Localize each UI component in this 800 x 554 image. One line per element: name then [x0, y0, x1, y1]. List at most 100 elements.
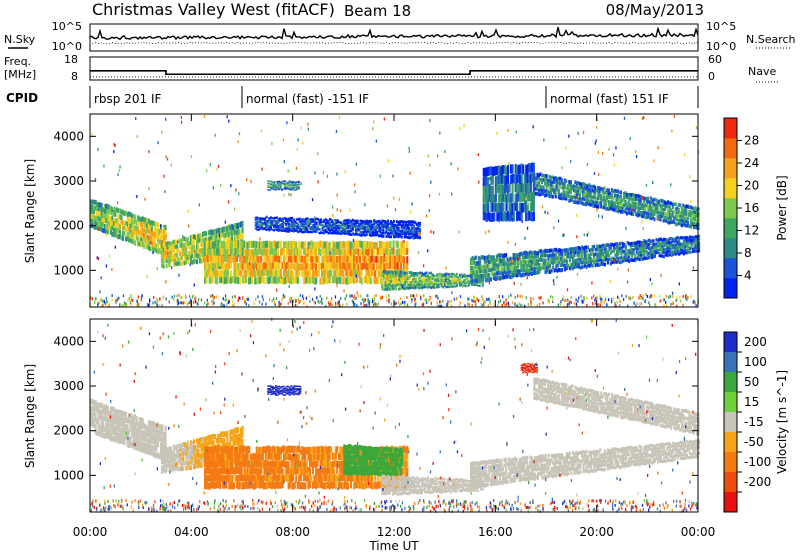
heatmap-cell	[243, 276, 246, 284]
heatmap-cell	[592, 189, 595, 193]
heatmap-cell	[385, 230, 388, 234]
heatmap-cell	[496, 212, 499, 222]
heatmap-cell	[305, 255, 308, 263]
heatmap-cell	[643, 239, 646, 243]
heatmap-cell	[282, 222, 285, 225]
heatmap-cell	[636, 213, 639, 218]
heatmap-cell	[532, 259, 535, 264]
heatmap-cell	[632, 201, 635, 206]
y-tick-label-power: 3000	[53, 174, 84, 188]
heatmap-cell	[538, 257, 541, 262]
heatmap-speckle	[346, 302, 348, 306]
heatmap-cell	[500, 212, 504, 222]
heatmap-cell	[161, 229, 164, 235]
heatmap-cell	[333, 255, 336, 263]
heatmap-speckle	[642, 297, 644, 301]
heatmap-cell	[192, 238, 196, 244]
heatmap-cell	[667, 208, 670, 213]
heatmap-cell	[641, 257, 644, 261]
heatmap-cell	[381, 247, 384, 255]
heatmap-cell	[430, 278, 433, 281]
heatmap-speckle	[131, 299, 134, 302]
heatmap-cell	[597, 189, 600, 194]
heatmap-cell	[388, 283, 392, 287]
heatmap-speckle	[420, 297, 422, 300]
heatmap-cell	[665, 201, 668, 206]
heatmap-cell	[448, 282, 451, 285]
heatmap-cell	[320, 220, 323, 224]
heatmap-speckle	[439, 304, 441, 308]
heatmap-cell	[587, 253, 590, 258]
heatmap-speckle	[238, 192, 240, 196]
heatmap-cell	[121, 230, 125, 236]
heatmap-cell	[302, 277, 305, 285]
heatmap-cell	[562, 248, 565, 253]
heatmap-cell	[248, 270, 251, 278]
heatmap-speckle	[182, 301, 185, 305]
heatmap-cell	[582, 264, 585, 269]
heatmap-cell	[545, 174, 548, 178]
heatmap-cell	[622, 258, 625, 263]
heatmap-cell	[582, 246, 585, 251]
heatmap-cell	[96, 418, 99, 424]
heatmap-cell	[623, 249, 626, 254]
heatmap-cell	[593, 260, 596, 264]
heatmap-cell	[586, 197, 589, 202]
heatmap-speckle	[219, 183, 222, 187]
heatmap-cell	[423, 285, 427, 289]
heatmap-cell	[310, 227, 314, 230]
heatmap-cell	[624, 209, 627, 214]
heatmap-cell	[246, 249, 249, 257]
heatmap-cell	[573, 247, 576, 251]
heatmap-cell	[207, 247, 210, 255]
heatmap-cell	[226, 230, 229, 236]
heatmap-speckle	[447, 300, 449, 304]
heatmap-cell	[289, 249, 292, 257]
heatmap-speckle	[542, 301, 544, 305]
heatmap-speckle	[131, 298, 133, 302]
heatmap-cell	[531, 162, 534, 173]
heatmap-speckle	[428, 209, 430, 213]
heatmap-speckle	[149, 299, 151, 303]
heatmap-cell	[695, 238, 698, 242]
heatmap-cell	[587, 245, 590, 250]
heatmap-cell	[380, 234, 383, 238]
heatmap-cell	[632, 258, 635, 262]
heatmap-cell	[311, 262, 315, 270]
heatmap-cell	[551, 188, 554, 192]
heatmap-speckle	[282, 295, 285, 299]
heatmap-cell	[612, 257, 616, 261]
heatmap-cell	[163, 229, 166, 235]
heatmap-cell	[141, 242, 144, 248]
heatmap-speckle	[260, 129, 262, 133]
heatmap-cell	[617, 243, 620, 247]
heatmap-cell	[281, 277, 284, 285]
heatmap-cell	[446, 281, 449, 284]
heatmap-cell	[614, 260, 617, 264]
heatmap-cell	[267, 277, 270, 285]
heatmap-cell	[318, 228, 321, 231]
heatmap-cell	[289, 263, 292, 271]
heatmap-cell	[500, 263, 503, 268]
heatmap-cell	[374, 255, 377, 263]
heatmap-cell	[291, 229, 294, 232]
heatmap-cell	[501, 267, 505, 272]
heatmap-speckle	[560, 299, 562, 303]
heatmap-cell	[295, 269, 298, 277]
heatmap-cell	[393, 274, 396, 278]
heatmap-cell	[529, 268, 532, 273]
heatmap-speckle	[314, 171, 316, 175]
heatmap-cell	[392, 287, 395, 291]
heatmap-cell	[397, 262, 400, 270]
heatmap-cell	[360, 277, 363, 285]
heatmap-cell	[552, 252, 555, 257]
heatmap-cell	[672, 252, 675, 256]
heatmap-cell	[449, 280, 452, 283]
heatmap-cell	[144, 222, 147, 228]
heatmap-cell	[159, 249, 163, 255]
heatmap-cell	[287, 270, 290, 278]
heatmap-cell	[667, 238, 670, 242]
heatmap-cell	[446, 282, 449, 286]
heatmap-cell	[339, 230, 342, 233]
heatmap-speckle	[608, 147, 610, 151]
